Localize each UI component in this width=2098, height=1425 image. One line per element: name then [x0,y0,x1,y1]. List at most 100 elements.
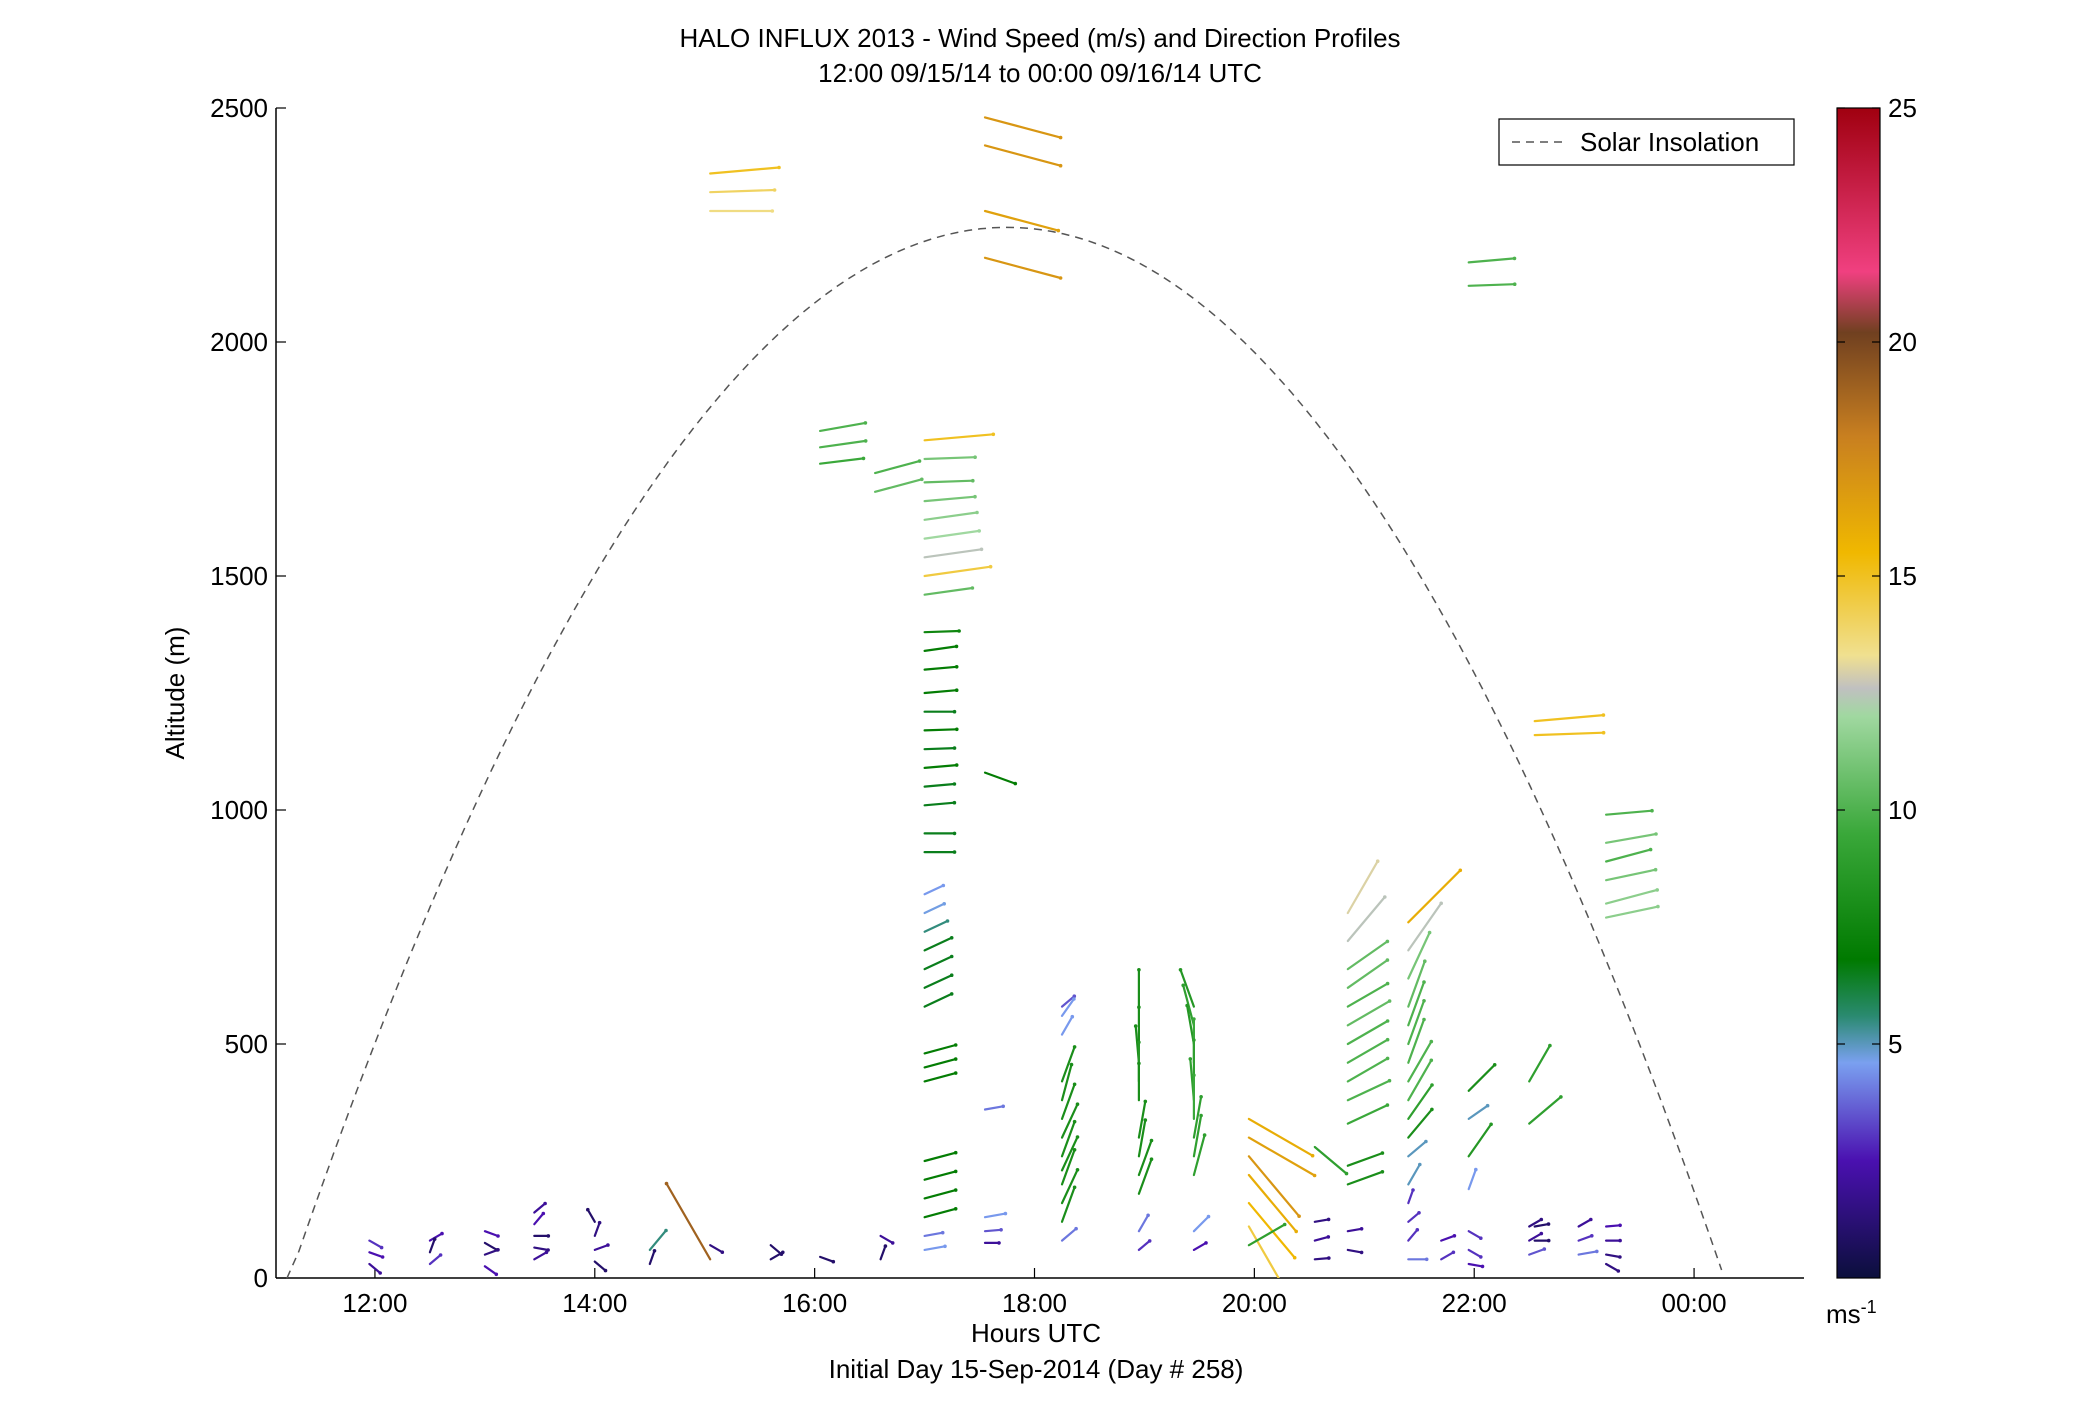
wind-arrow [1247,1223,1286,1247]
wind-arrow-head [953,1207,958,1211]
wind-arrow [1407,1228,1419,1242]
wind-arrow [1137,1118,1147,1158]
wind-arrow [1060,1120,1076,1158]
wind-arrow-head [781,1250,785,1255]
wind-arrow [923,565,992,578]
wind-arrow-head [954,665,959,669]
wind-arrow-head [380,1255,385,1259]
wind-arrow [709,188,776,194]
wind-arrow-head [664,1228,668,1233]
wind-arrow-head [1074,1226,1078,1231]
wind-arrow-head [952,800,957,805]
wind-arrow [923,456,977,461]
legend-box [1498,118,1795,166]
wind-arrow [983,1212,1007,1219]
wind-arrow-head [1559,1095,1563,1099]
wind-arrow [533,1202,547,1214]
wind-arrow-head [1359,1250,1364,1255]
wind-arrow-head [949,954,954,959]
wind-arrow-head [1548,1043,1552,1048]
wind-arrow [983,209,1060,232]
wind-arrow [1137,1239,1151,1252]
wind-arrow [923,919,949,933]
wind-arrow-head [1546,1238,1551,1243]
wind-arrow [648,1229,668,1252]
wind-arrow-head [770,209,775,213]
wind-arrow-head [1589,1217,1593,1222]
wind-arrow [983,144,1062,167]
wind-arrow [1467,283,1516,287]
wind-arrow [1467,1104,1489,1121]
wind-arrow-head [953,1071,958,1075]
wind-arrow-head [1654,832,1658,836]
wind-arrow [1060,1045,1076,1083]
wind-arrow-head [1143,1118,1148,1122]
wind-arrow [923,433,995,442]
wind-arrow-head [1474,1167,1478,1172]
wind-arrow-head [1648,847,1653,852]
wind-arrow-head [1417,1211,1421,1215]
colorbar-gradient [1836,107,1881,1279]
wind-arrow [923,645,958,653]
wind-arrow-head [1146,1213,1150,1218]
wind-arrow [1528,1044,1552,1083]
wind-arrow [1346,1103,1389,1125]
wind-arrow [923,974,953,989]
wind-arrow [923,1057,957,1069]
wind-arrow-head [1292,1255,1297,1260]
wind-arrow-head [953,1150,958,1155]
wind-arrow [1313,1218,1330,1223]
wind-arrow [923,763,958,770]
wind-arrow-head [496,1248,500,1252]
wind-arrow [1192,1133,1206,1177]
wind-arrow [983,771,1017,785]
wind-arrow-head [1424,1139,1428,1144]
wind-arrow [1467,1230,1482,1240]
wind-arrow [1407,1140,1428,1158]
wind-arrow [1346,1227,1363,1233]
wind-arrow [1060,1148,1076,1186]
wind-arrow [1604,868,1657,882]
wind-arrow [1604,1224,1622,1228]
wind-arrow [769,1251,784,1261]
wind-arrow-head [1202,1133,1207,1137]
wind-arrow-head [440,1231,444,1236]
wind-arrow-head [543,1201,547,1206]
wind-arrow-head [1072,1185,1077,1190]
wind-arrow-head [772,188,777,192]
wind-arrow-head [920,477,924,482]
wind-arrow [533,1251,548,1261]
wind-arrow [873,460,921,475]
wind-arrow [1467,257,1516,264]
wind-arrow [1407,931,1431,980]
wind-arrow-head [1542,1247,1547,1251]
wind-arrow [428,1253,442,1266]
wind-arrow [923,746,956,751]
wind-arrow [1533,1222,1550,1228]
wind-arrow [983,256,1062,280]
wind-arrow [1604,832,1658,844]
y-tick-label: 1500 [210,561,268,591]
wind-arrow-head [971,478,975,483]
wind-arrow-head [942,902,946,906]
wind-arrow-head [1385,1019,1390,1023]
wind-arrow [1528,1232,1543,1242]
wind-arrow [1313,1256,1330,1261]
wind-arrow [923,1071,957,1083]
wind-arrow-head [1282,1222,1287,1227]
wind-arrow-head [1344,1171,1349,1176]
wind-arrow [483,1230,500,1238]
wind-arrow-head [1069,1062,1074,1067]
wind-arrow-head [953,1169,958,1174]
x-axis-label-day: Initial Day 15-Sep-2014 (Day # 258) [829,1354,1244,1384]
wind-arrow [1060,1168,1079,1205]
wind-arrow-head [1427,930,1432,935]
wind-arrow [873,478,923,493]
wind-arrow-head [1147,1239,1152,1243]
wind-arrow [1577,1218,1592,1228]
wind-arrow-head [1385,939,1390,944]
wind-arrow-head [1539,1217,1544,1222]
wind-arrow [1407,980,1426,1027]
chart-subtitle: 12:00 09/15/14 to 00:00 09/16/14 UTC [818,58,1262,88]
wind-arrow [1467,1123,1493,1158]
